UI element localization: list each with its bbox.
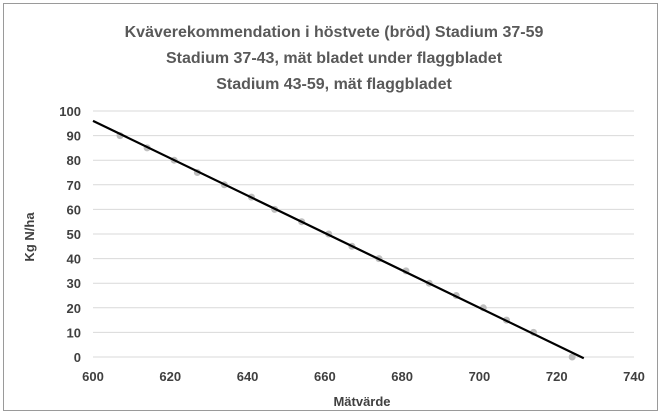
chart-frame: Kväverekommendation i höstvete (bröd) St…	[3, 3, 658, 411]
x-axis-label: Mätvärde	[333, 394, 390, 409]
x-tick-label: 660	[314, 369, 336, 384]
y-tick-label: 60	[67, 202, 81, 217]
y-tick-label: 90	[67, 129, 81, 144]
x-tick-label: 720	[546, 369, 568, 384]
y-tick-label: 10	[67, 325, 81, 340]
y-tick-label: 50	[67, 227, 81, 242]
y-tick-label: 70	[67, 178, 81, 193]
x-tick-label: 740	[623, 369, 645, 384]
chart-title-line-3: Stadium 43-59, mät flaggbladet	[216, 76, 452, 93]
gridlines	[93, 110, 634, 333]
y-tick-label: 40	[67, 252, 81, 267]
data-point	[568, 353, 576, 361]
x-tick-label: 640	[237, 369, 259, 384]
y-tick-label: 100	[59, 104, 81, 119]
y-tick-label: 20	[67, 301, 81, 316]
x-tick-label: 700	[469, 369, 491, 384]
chart-title-line-2: Stadium 37-43, mät bladet under flaggbla…	[166, 50, 503, 67]
y-axis-label: Kg N/ha	[22, 212, 37, 262]
x-tick-labels: 600 620 640 660 680 700 720 740	[82, 369, 645, 384]
x-tick-label: 600	[82, 369, 104, 384]
chart-title-line-1: Kväverekommendation i höstvete (bröd) St…	[125, 24, 544, 41]
trendline	[92, 119, 585, 360]
chart: Kväverekommendation i höstvete (bröd) St…	[22, 24, 645, 409]
x-tick-label: 680	[391, 369, 413, 384]
trendline-line	[92, 119, 585, 360]
y-tick-label: 80	[67, 153, 81, 168]
chart-title: Kväverekommendation i höstvete (bröd) St…	[125, 24, 544, 93]
x-tick-label: 620	[159, 369, 181, 384]
y-tick-labels: 0 10 20 30 40 50 60 70 80 90 100	[59, 104, 81, 365]
y-tick-label: 30	[67, 276, 81, 291]
y-tick-label: 0	[74, 350, 81, 365]
